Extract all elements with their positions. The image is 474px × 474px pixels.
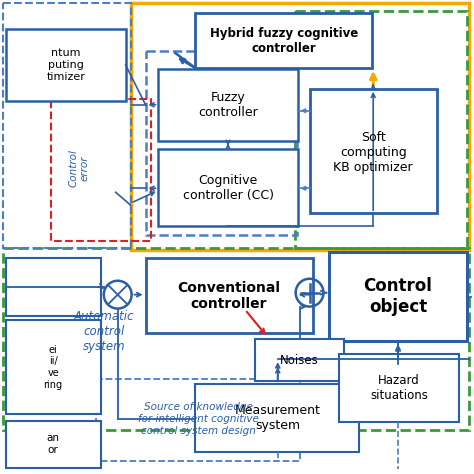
Bar — [6, 258, 101, 316]
Text: an
or: an or — [46, 433, 60, 455]
Bar — [158, 69, 298, 141]
Bar — [329, 252, 466, 341]
Bar — [195, 13, 372, 68]
Text: Control
error: Control error — [68, 149, 90, 187]
Bar — [158, 148, 298, 226]
Text: Cognitive
controller (CC): Cognitive controller (CC) — [182, 174, 273, 202]
Text: Soft
computing
KB optimizer: Soft computing KB optimizer — [333, 131, 413, 174]
Text: ei
ii/
ve
ring: ei ii/ ve ring — [44, 345, 63, 390]
Bar — [146, 258, 312, 333]
Text: Conventional
controller: Conventional controller — [178, 281, 281, 311]
Bar — [6, 319, 101, 414]
Text: Measurement
system: Measurement system — [235, 404, 321, 432]
Text: Automatic
control
system: Automatic control system — [73, 310, 134, 353]
Bar — [3, 248, 469, 430]
Bar — [51, 99, 151, 241]
Bar — [310, 89, 437, 213]
Text: Hazard
situations: Hazard situations — [370, 374, 428, 402]
Bar — [96, 379, 300, 461]
Bar — [3, 3, 131, 248]
Bar — [131, 3, 469, 250]
Text: Hybrid fuzzy cognitive
controller: Hybrid fuzzy cognitive controller — [210, 27, 358, 55]
Text: Control
object: Control object — [364, 277, 432, 316]
Bar — [195, 384, 359, 452]
Text: Noises: Noises — [280, 354, 319, 367]
Bar — [6, 421, 101, 468]
Bar — [6, 29, 126, 101]
Text: Source of knowledge
for intelligent cognitive
control system design: Source of knowledge for intelligent cogn… — [138, 402, 259, 436]
Bar — [255, 339, 345, 381]
Bar — [146, 51, 297, 235]
Bar — [295, 11, 466, 248]
Text: ntum
puting
timizer: ntum puting timizer — [46, 48, 85, 82]
Text: Fuzzy
controller: Fuzzy controller — [198, 91, 258, 119]
Bar — [339, 354, 459, 422]
